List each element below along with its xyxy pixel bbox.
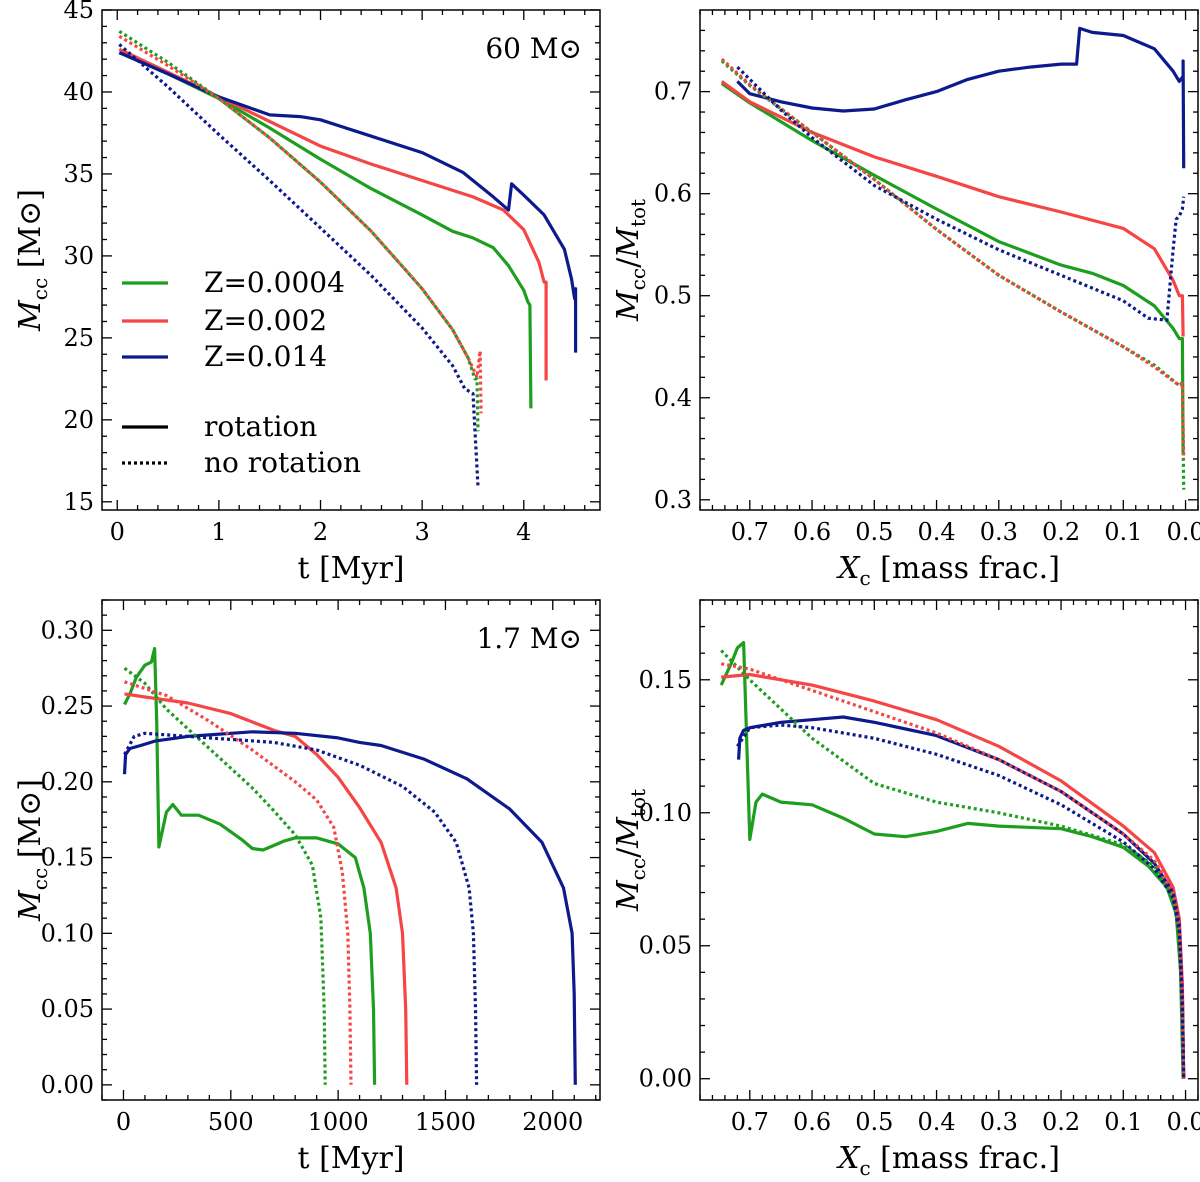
series-line-z-0-0004-rotation xyxy=(719,641,1185,1079)
series-line-z-0-0004-no-rotation xyxy=(720,649,1186,1079)
y-tick-label: 0.7 xyxy=(654,78,692,106)
y-axis-label: Mcc​ [M⊙] xyxy=(13,189,52,332)
legend-label: rotation xyxy=(204,410,317,443)
x-tick-label: 4 xyxy=(516,518,531,546)
mass-annotation: 1.7 M⊙ xyxy=(476,622,582,655)
y-axis-label: Mcc​/Mtot​ xyxy=(611,789,650,912)
x-tick-label: 1000 xyxy=(308,1108,369,1136)
series-line-z-0-0004-no-rotation xyxy=(720,59,1186,490)
x-tick-label: 0.1 xyxy=(1104,1108,1142,1136)
plot-frame xyxy=(699,599,1199,1101)
x-tick-label: 0.5 xyxy=(855,518,893,546)
y-axis-label: Mcc​ [M⊙] xyxy=(13,779,52,922)
y-tick-label: 35 xyxy=(63,160,94,188)
y-tick-label: 0.3 xyxy=(654,486,692,514)
series-group xyxy=(122,646,577,1085)
panel-tr: 0.7 0.6 0.5 0.4 0.3 0.2 0.1 0.0 0.3 0.4 0.5 0.6 0.7 X… xyxy=(611,9,1200,590)
series-line-z-0-014-no-rotation xyxy=(118,43,480,488)
legend-label: Z=0.0004 xyxy=(204,266,345,299)
legend-label: no rotation xyxy=(204,446,361,479)
y-tick-label: 0.15 xyxy=(41,844,94,872)
y-tick-label: 0.15 xyxy=(639,666,692,694)
panel-br: 0.7 0.6 0.5 0.4 0.3 0.2 0.1 0.0 0.00 0.05 0.10 0.15… xyxy=(611,599,1200,1180)
y-tick-label: 0.00 xyxy=(41,1071,94,1099)
y-tick-label: 40 xyxy=(63,78,94,106)
y-tick-label: 0.05 xyxy=(639,932,692,960)
series-line-z-0-014-rotation xyxy=(737,715,1186,1079)
x-tick-label: 2 xyxy=(313,518,328,546)
x-tick-label: 1500 xyxy=(415,1108,476,1136)
y-tick-label: 15 xyxy=(63,488,94,516)
y-tick-label: 20 xyxy=(63,406,94,434)
x-tick-label: 0.3 xyxy=(980,518,1018,546)
series-line-z-0-0004-rotation xyxy=(123,646,377,1085)
y-tick-label: 0.25 xyxy=(41,692,94,720)
plot-frame xyxy=(101,599,601,1101)
x-axis-label: Xc​ [mass frac.] xyxy=(836,1141,1060,1180)
series-line-z-0-014-no-rotation xyxy=(736,723,1186,1079)
series-group xyxy=(118,29,578,488)
series-line-z-0-002-rotation xyxy=(118,47,548,381)
series-line-z-0-002-no-rotation xyxy=(124,680,353,1085)
panel-bl: 0 500 1000 1500 2000 0.00 0.05 0.10 0.15 0.20 0.25… xyxy=(13,599,601,1176)
series-group xyxy=(719,641,1186,1079)
series-line-z-0-0004-rotation xyxy=(720,82,1185,454)
x-tick-label: 1 xyxy=(211,518,226,546)
x-tick-label: 0 xyxy=(110,518,125,546)
x-tick-label: 2000 xyxy=(522,1108,583,1136)
legend-label: Z=0.002 xyxy=(204,304,327,337)
series-line-z-0-002-no-rotation xyxy=(720,57,1186,460)
x-tick-label: 0.2 xyxy=(1042,1108,1080,1136)
panel-tl: 0 1 2 3 4 15 20 25 30 35 40 45 t [Myr] Mcc​ [M⊙] 60 M⊙ xyxy=(13,0,601,586)
x-axis-label: t [Myr] xyxy=(297,551,404,586)
series-group xyxy=(720,26,1186,490)
series-line-z-0-014-rotation xyxy=(736,26,1186,169)
plot-frame xyxy=(101,9,601,511)
x-tick-label: 0.5 xyxy=(855,1108,893,1136)
x-axis-label: Xc​ [mass frac.] xyxy=(836,551,1060,590)
y-tick-label: 0.30 xyxy=(41,616,94,644)
x-tick-label: 0.1 xyxy=(1104,518,1142,546)
y-tick-label: 0.10 xyxy=(639,799,692,827)
mass-annotation: 60 M⊙ xyxy=(485,32,582,65)
x-tick-label: 0.3 xyxy=(980,1108,1018,1136)
y-tick-label: 25 xyxy=(63,324,94,352)
x-tick-label: 500 xyxy=(208,1108,254,1136)
series-line-z-0-014-rotation xyxy=(118,51,578,353)
x-tick-label: 0.0 xyxy=(1166,518,1200,546)
x-tick-label: 0.4 xyxy=(917,518,955,546)
x-tick-label: 0.4 xyxy=(917,1108,955,1136)
x-tick-label: 0.7 xyxy=(731,1108,769,1136)
series-line-z-0-014-no-rotation xyxy=(736,65,1186,322)
x-tick-label: 0.0 xyxy=(1166,1108,1200,1136)
y-tick-label: 0.00 xyxy=(639,1065,692,1093)
series-line-z-0-014-rotation xyxy=(122,730,577,1085)
series-line-z-0-002-rotation xyxy=(721,672,1186,1079)
legend-label: Z=0.014 xyxy=(204,340,327,373)
x-axis-label: t [Myr] xyxy=(297,1141,404,1176)
series-line-z-0-0004-rotation xyxy=(118,51,533,409)
x-tick-label: 0.6 xyxy=(793,1108,831,1136)
series-line-z-0-002-rotation xyxy=(124,692,409,1085)
x-tick-label: 0.6 xyxy=(793,518,831,546)
y-tick-label: 0.5 xyxy=(654,282,692,310)
x-tick-label: 0.7 xyxy=(731,518,769,546)
y-tick-label: 30 xyxy=(63,242,94,270)
y-axis-label: Mcc​/Mtot​ xyxy=(611,199,650,322)
y-tick-label: 0.10 xyxy=(41,919,94,947)
y-tick-label: 0.6 xyxy=(654,180,692,208)
y-tick-label: 0.05 xyxy=(41,995,94,1023)
y-tick-label: 0.20 xyxy=(41,768,94,796)
x-tick-label: 0.2 xyxy=(1042,518,1080,546)
series-line-z-0-0004-no-rotation xyxy=(123,666,327,1085)
y-tick-label: 45 xyxy=(63,0,94,24)
y-tick-label: 0.4 xyxy=(654,384,692,412)
series-line-z-0-002-no-rotation xyxy=(118,34,483,414)
x-tick-label: 0 xyxy=(116,1108,131,1136)
series-line-z-0-0004-no-rotation xyxy=(118,29,480,432)
x-tick-label: 3 xyxy=(415,518,430,546)
